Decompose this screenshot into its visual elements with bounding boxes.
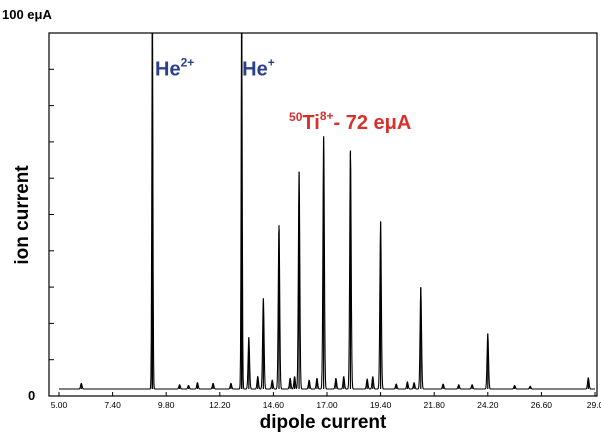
x-tick-label: 26.60 (531, 400, 553, 410)
peak-markers (80, 33, 589, 389)
annotation-1: He+ (242, 56, 275, 81)
x-tick-labels: 5.00 7.40 9.80 12.20 14.60 17.00 19.40 21.80 24.… (51, 400, 601, 410)
y-max-label: 100 eμA (2, 7, 52, 22)
x-tick-label: 7.40 (104, 400, 121, 410)
x-tick-label: 12.20 (209, 400, 231, 410)
peak-annotations: He2+ He+ 50Ti8+- 72 eμA (155, 56, 411, 134)
x-tick-label: 14.60 (263, 400, 285, 410)
y-axis-ticks (49, 32, 54, 397)
x-tick-label: 5.00 (51, 400, 68, 410)
x-tick-label: 19.40 (370, 400, 392, 410)
y-axis-title: ion current (12, 165, 33, 265)
x-tick-label: 29.0 (587, 400, 601, 410)
x-tick-label: 17.00 (316, 400, 338, 410)
x-tick-label: 21.80 (424, 400, 446, 410)
y-min-label: 0 (28, 388, 35, 403)
x-axis-title: dipole current (260, 412, 387, 433)
x-tick-label: 9.80 (158, 400, 175, 410)
annotation-0: He2+ (155, 56, 194, 81)
ion-current-series-line (58, 34, 596, 390)
x-axis-ticks (58, 392, 596, 396)
annotation-2: 50Ti8+- 72 eμA (289, 109, 411, 134)
x-tick-label: 24.20 (477, 400, 499, 410)
